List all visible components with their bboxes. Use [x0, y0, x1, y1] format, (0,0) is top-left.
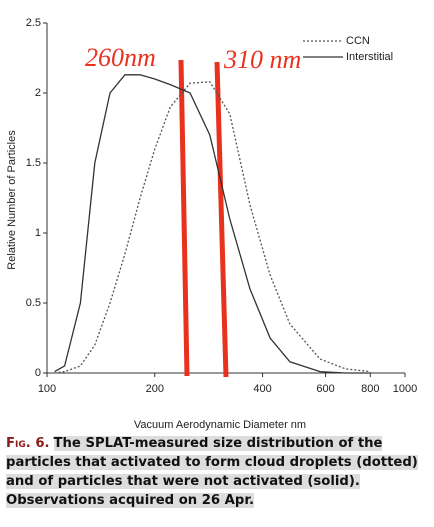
y-tick-label: 1.5 — [26, 157, 41, 169]
annotation: 310 nm — [223, 45, 301, 74]
annotation: 260nm — [85, 43, 156, 72]
legend-label: CCN — [346, 35, 370, 47]
annotation-line — [214, 61, 229, 378]
legend-label: Interstitial — [346, 51, 393, 63]
y-axis-label: Relative Number of Particles — [6, 130, 18, 270]
x-tick-label: 1000 — [393, 383, 417, 395]
y-tick-label: 2.5 — [26, 17, 41, 29]
x-tick-label: 800 — [361, 383, 379, 395]
x-axis-label: Vacuum Aerodynamic Diameter nm — [134, 419, 306, 431]
y-tick-label: 0.5 — [26, 297, 41, 309]
y-tick-label: 2 — [35, 87, 41, 99]
caption: Fig. 6. The SPLAT-measured size distribut… — [6, 434, 430, 510]
annotation-line — [178, 59, 190, 377]
line — [54, 74, 371, 374]
caption-text: The SPLAT-measured size distribution of … — [6, 436, 418, 508]
x-tick-label: 100 — [38, 383, 56, 395]
caption-label: Fig. 6. — [6, 436, 50, 451]
y-tick-label: 0 — [35, 367, 41, 379]
x-tick-label: 400 — [253, 383, 271, 395]
y-tick-label: 1 — [35, 227, 41, 239]
chart: Relative Number of Particles Vacuum Aero… — [6, 17, 417, 431]
line — [54, 81, 371, 374]
x-tick-label: 200 — [146, 383, 164, 395]
x-tick-label: 600 — [316, 383, 334, 395]
